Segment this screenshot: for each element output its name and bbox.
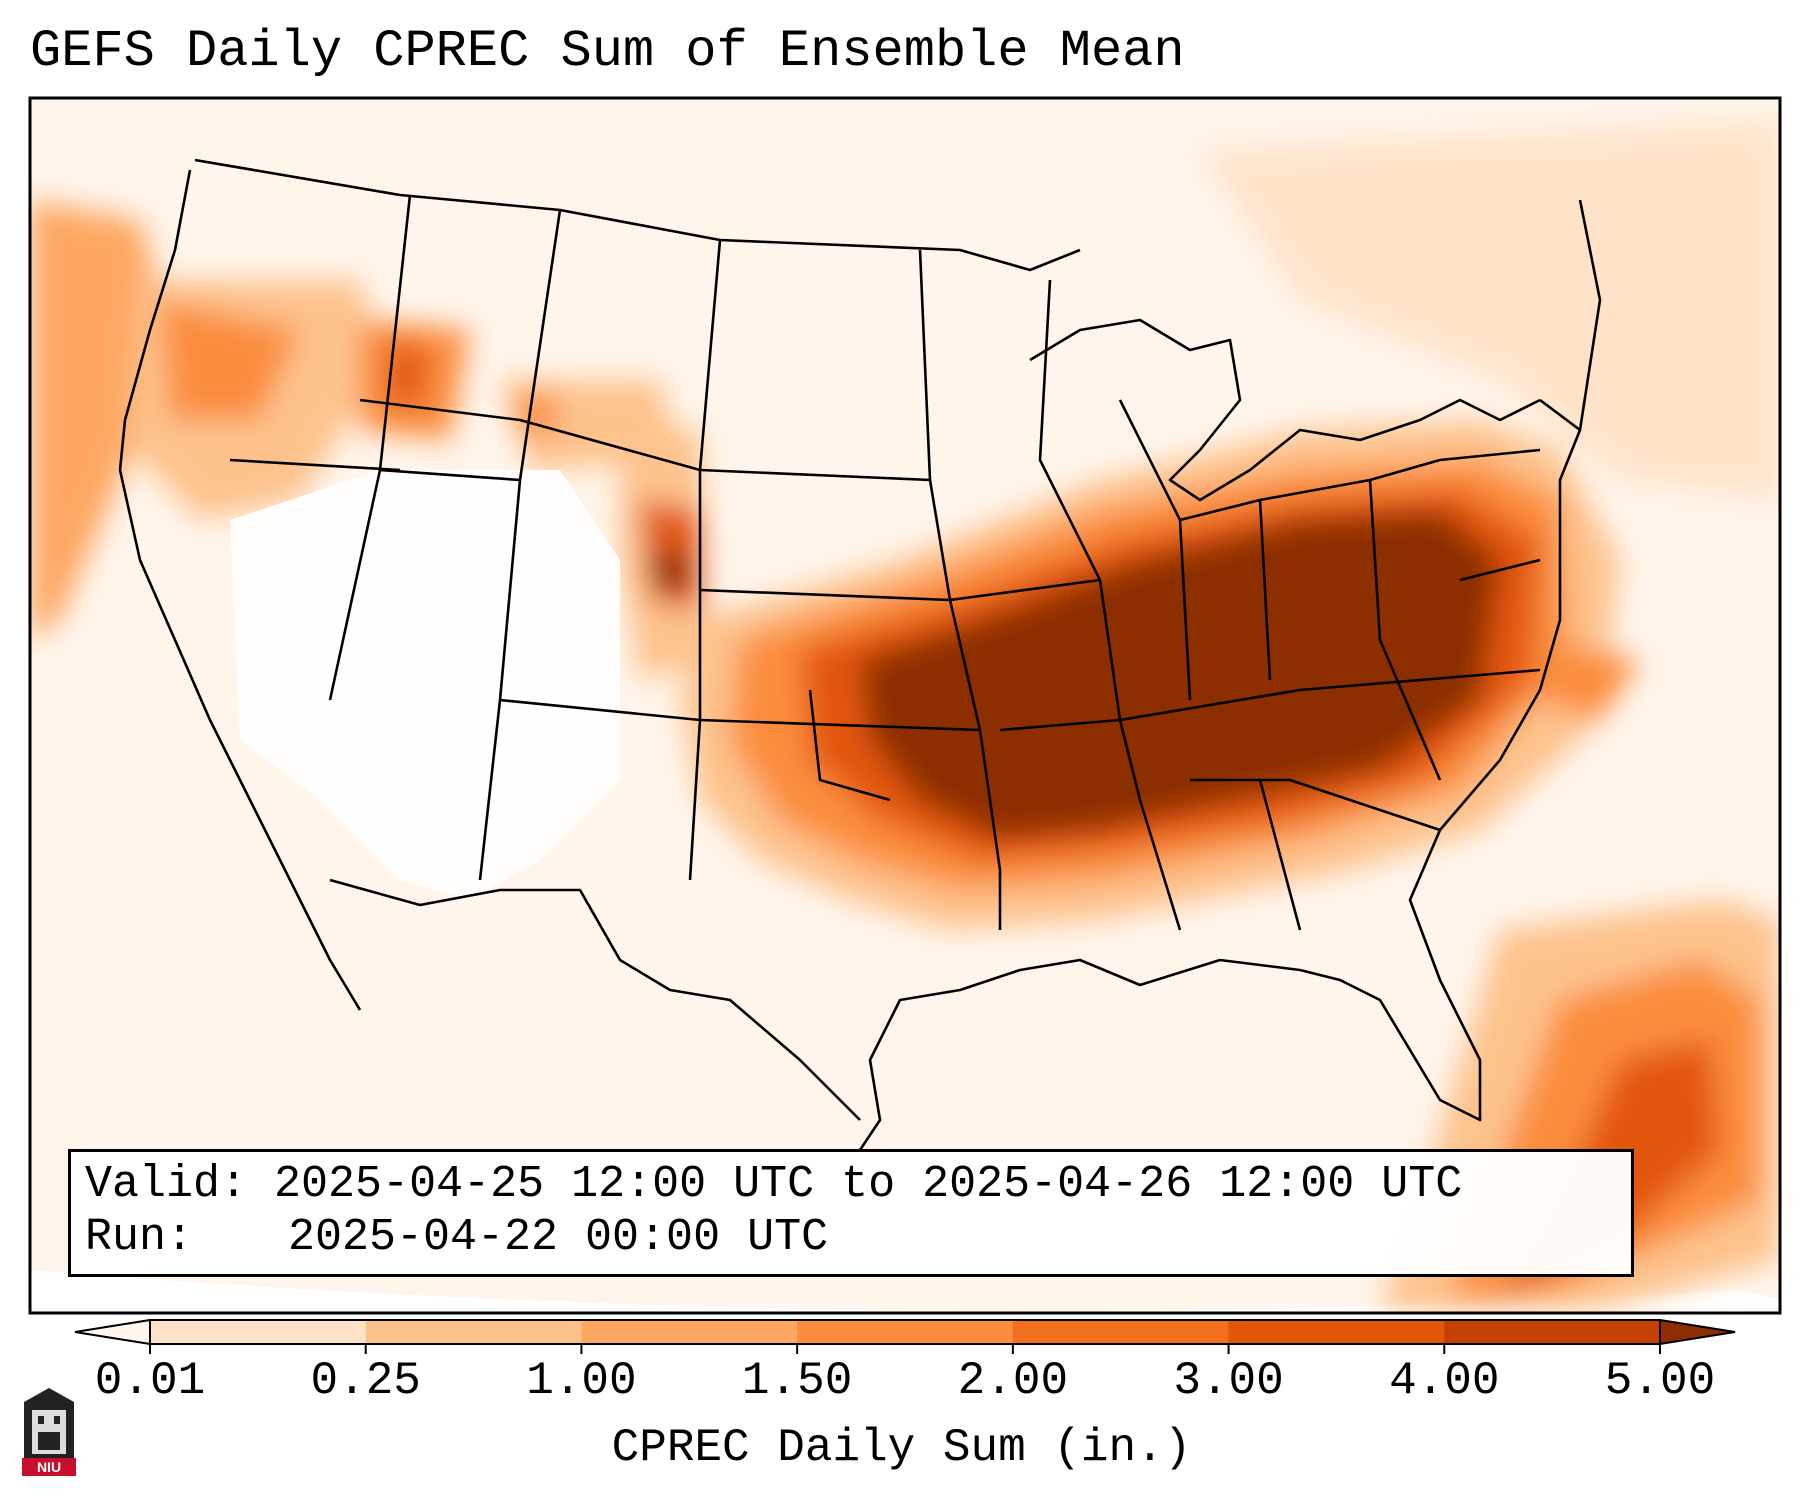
run-value: 2025-04-22 00:00 UTC	[288, 1212, 829, 1263]
map-title: GEFS Daily CPREC Sum of Ensemble Mean	[30, 22, 1185, 81]
dry-area-southwest	[230, 470, 620, 900]
colorbar	[74, 1318, 1736, 1354]
niu-logo: NIU	[22, 1388, 76, 1476]
colorbar-label: CPREC Daily Sum (in.)	[611, 1422, 1192, 1474]
colorbar-tick-label: 1.00	[526, 1355, 637, 1407]
colorbar-tick-label: 0.25	[310, 1355, 421, 1407]
colorbar-tick-label: 0.01	[94, 1355, 206, 1407]
colorbar-segment	[581, 1320, 798, 1344]
precipitation-map	[28, 96, 1782, 1315]
colorbar-tick-label: 3.00	[1173, 1355, 1284, 1407]
valid-run-info-box: Valid: 2025-04-25 12:00 UTC to 2025-04-2…	[68, 1149, 1634, 1277]
colorbar-extend-max	[1659, 1318, 1736, 1346]
colorbar-segment	[1228, 1320, 1445, 1344]
colorbar-tick-label: 4.00	[1389, 1355, 1500, 1407]
colorbar-tick-label: 1.50	[741, 1355, 853, 1407]
colorbar-segment	[1444, 1320, 1661, 1344]
map-boundaries	[118, 158, 1602, 1151]
map-frame	[28, 96, 1782, 1315]
run-label: Run:	[85, 1212, 194, 1263]
valid-value: 2025-04-25 12:00 UTC to 2025-04-26 12:00…	[274, 1159, 1463, 1210]
run-line: Run: 2025-04-22 00:00 UTC	[85, 1211, 1617, 1264]
colorbar-extend-min	[74, 1318, 151, 1346]
colorbar-tick-label: 5.00	[1604, 1355, 1716, 1407]
valid-label: Valid:	[85, 1159, 248, 1210]
colorbar-segment	[1012, 1320, 1230, 1344]
colorbar-tick-label: 2.00	[957, 1355, 1069, 1407]
valid-line: Valid: 2025-04-25 12:00 UTC to 2025-04-2…	[85, 1158, 1617, 1211]
niu-logo-text: NIU	[37, 1459, 61, 1475]
colorbar-segment	[365, 1320, 582, 1344]
colorbar-segment	[150, 1320, 367, 1344]
colorbar-segment	[797, 1320, 1014, 1344]
colorbar-frame	[149, 1319, 1661, 1345]
